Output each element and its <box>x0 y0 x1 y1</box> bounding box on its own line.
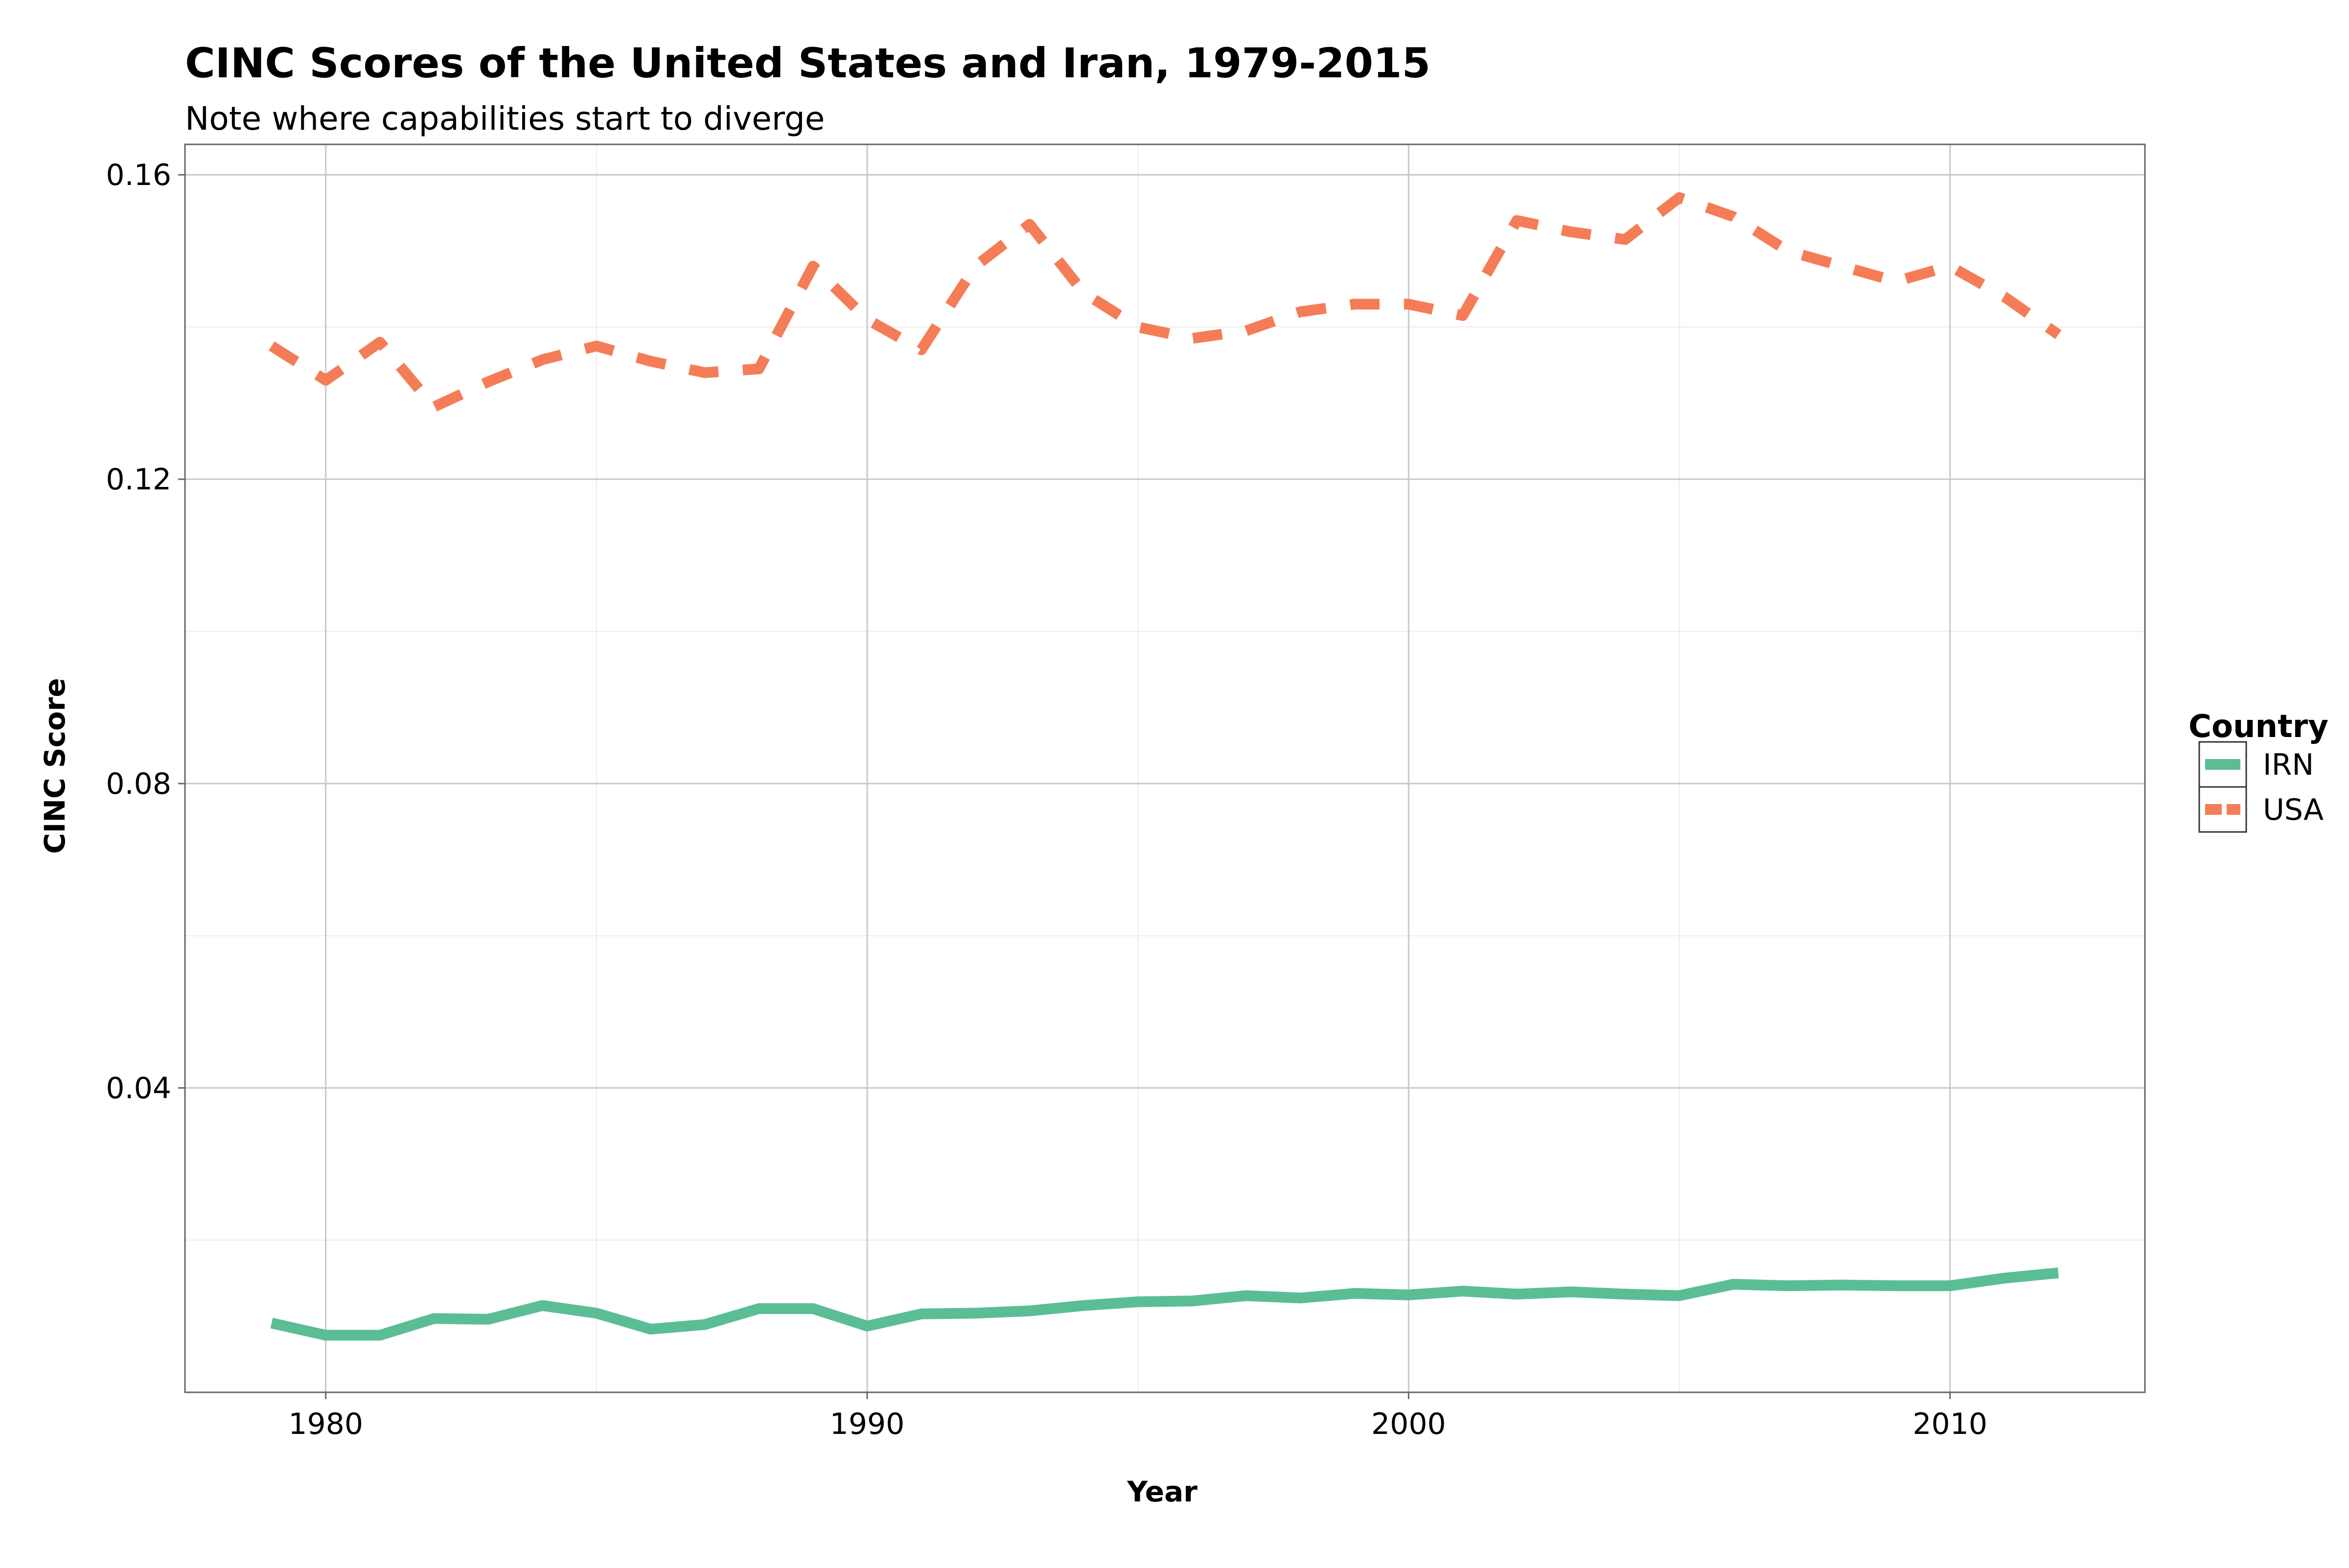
y-tick-label: 0.08 <box>106 767 171 801</box>
chart-subtitle: Note where capabilities start to diverge <box>185 100 825 138</box>
x-tick-label: 1990 <box>830 1407 905 1441</box>
plot-panel-border <box>184 143 2146 1393</box>
series-line-usa <box>269 192 2062 413</box>
y-axis-title: CINC Score <box>38 678 71 853</box>
x-tick-label: 1980 <box>288 1407 363 1441</box>
y-tick-label: 0.12 <box>106 462 171 497</box>
series-lines <box>269 192 2062 1341</box>
chart-title: CINC Scores of the United States and Ira… <box>185 39 1430 87</box>
tick-labels: 1980 1990 2000 2010 0.04 0.08 0.12 0.16 <box>106 158 1987 1441</box>
legend: Country IRN USA <box>2188 709 2328 833</box>
x-tick-label: 2010 <box>1912 1407 1987 1441</box>
x-axis-title: Year <box>1127 1475 1198 1508</box>
y-tick-label: 0.16 <box>106 158 171 192</box>
series-line-irn <box>270 1267 2059 1341</box>
legend-label-usa: USA <box>2263 793 2324 827</box>
y-tick-label: 0.04 <box>106 1071 171 1106</box>
gridlines <box>185 144 2145 1392</box>
legend-label-irn: IRN <box>2263 748 2314 782</box>
x-tick-label: 2000 <box>1371 1407 1446 1441</box>
legend-title: Country <box>2188 709 2328 745</box>
legend-items: IRN USA <box>2198 741 2324 833</box>
